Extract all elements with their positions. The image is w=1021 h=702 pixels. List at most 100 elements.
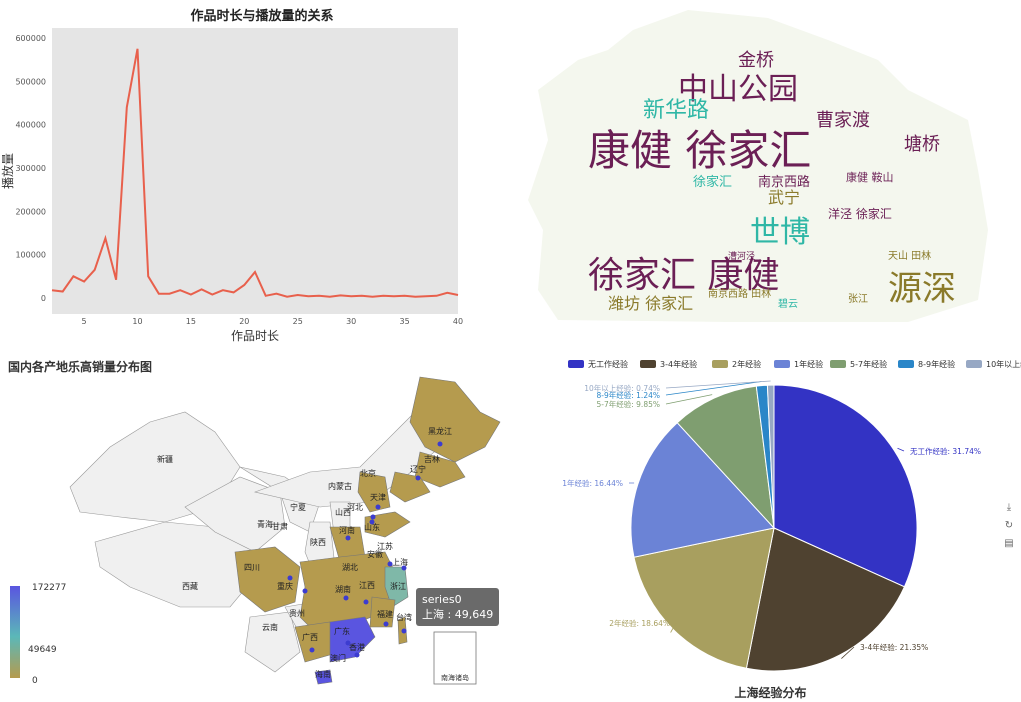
city-dot[interactable]: [354, 652, 360, 658]
cloud-word: 中山公园: [678, 72, 798, 107]
pie-slice[interactable]: [633, 527, 775, 669]
line-chart: 作品时长与播放量的关系 0 100000 200000 300000 400000 500…: [0, 8, 463, 343]
province-label: 黑龙江: [428, 426, 452, 436]
province-label: 宁夏: [290, 502, 306, 512]
y-tick-label: 0: [41, 294, 46, 303]
legend-label[interactable]: 3-4年经验: [660, 359, 697, 369]
city-dot[interactable]: [302, 588, 308, 594]
province-sichuan[interactable]: [234, 546, 301, 613]
download-icon[interactable]: ⤓: [1006, 502, 1012, 513]
label-leader: [665, 380, 771, 389]
pie-slice[interactable]: [766, 384, 775, 529]
province-qinghai[interactable]: [184, 476, 286, 553]
legend-swatch[interactable]: [712, 360, 728, 368]
pie-label: 5-7年经验: 9.85%: [597, 399, 661, 409]
province-zhejiang-shanghai[interactable]: [384, 566, 409, 608]
x-tick-label: 5: [82, 317, 87, 326]
city-dot[interactable]: [309, 647, 315, 653]
city-dot[interactable]: [387, 561, 393, 567]
cloud-word: 碧云: [778, 299, 798, 310]
province-jilin[interactable]: [414, 451, 466, 488]
province-hainan[interactable]: [314, 669, 333, 685]
legend-label[interactable]: 8-9年经验: [918, 359, 955, 369]
toolbox: ⤓ ↻ ▤: [1003, 502, 1017, 556]
legend-label[interactable]: 2年经验: [732, 359, 761, 369]
y-tick-label: 300000: [15, 164, 46, 173]
x-tick-label: 10: [132, 317, 142, 326]
city-dot[interactable]: [370, 514, 376, 520]
legend-swatch[interactable]: [898, 360, 914, 368]
city-dot[interactable]: [415, 475, 421, 481]
x-tick-label: 20: [239, 317, 249, 326]
map-title: 国内各产地乐高销量分布图: [8, 360, 153, 374]
y-tick-label: 100000: [15, 251, 46, 260]
y-tick-label: 200000: [15, 207, 46, 216]
city-dot[interactable]: [345, 535, 351, 541]
cloud-word: 洋泾 徐家汇: [828, 207, 892, 221]
pie-slice[interactable]: [630, 421, 775, 558]
city-dot[interactable]: [375, 504, 381, 510]
pie-chart: 无工作经验 3-4年经验 2年经验 1年经验 5-7年经验 8-9年经验 10年以上经验 无…: [562, 359, 1021, 672]
visualmap-bar[interactable]: [10, 586, 20, 678]
province-label: 陕西: [310, 537, 326, 547]
province-guangdong[interactable]: [329, 616, 376, 663]
legend-swatch[interactable]: [966, 360, 982, 368]
province-label: 河南: [339, 525, 355, 535]
province-label: 贵州: [289, 608, 305, 618]
city-dot[interactable]: [343, 595, 349, 601]
legend-swatch[interactable]: [774, 360, 790, 368]
city-dot[interactable]: [287, 575, 293, 581]
line-chart-title: 作品时长与播放量的关系: [190, 8, 333, 24]
city-dot[interactable]: [369, 519, 375, 525]
province-label: 吉林: [424, 454, 440, 464]
cloud-word: 南京西路 田林: [708, 289, 772, 300]
province-label: 山西: [335, 507, 351, 517]
province-label: 内蒙古: [328, 481, 352, 491]
legend-label[interactable]: 5-7年经验: [850, 359, 887, 369]
legend-label[interactable]: 1年经验: [794, 359, 823, 369]
legend-label[interactable]: 10年以上经验: [986, 359, 1021, 369]
city-dot[interactable]: [401, 565, 407, 571]
province-label: 北京: [360, 468, 376, 478]
legend-label[interactable]: 无工作经验: [588, 359, 628, 369]
label-leader: [897, 447, 905, 452]
legend-swatch[interactable]: [568, 360, 584, 368]
y-tick-label: 400000: [15, 121, 46, 130]
refresh-icon[interactable]: ↻: [1004, 520, 1014, 531]
legend-swatch[interactable]: [830, 360, 846, 368]
pie-label: 无工作经验: 31.74%: [910, 446, 981, 456]
province-hebei-beijing[interactable]: [357, 471, 391, 513]
pie-slice[interactable]: [745, 527, 906, 672]
province-heilongjiang[interactable]: [409, 376, 501, 463]
series-line: [51, 48, 459, 298]
line-chart-panel: 作品时长与播放量的关系 0 100000 200000 300000 400000 500…: [0, 0, 480, 345]
province-shandong[interactable]: [364, 511, 411, 538]
province-label: 西藏: [182, 581, 198, 591]
province-label: 新疆: [157, 454, 173, 464]
province-yunnan[interactable]: [244, 611, 301, 673]
province-label: 台湾: [396, 612, 412, 622]
tooltip-value: 上海 : 49,649: [422, 608, 494, 621]
pie-label: 3-4年经验: 21.35%: [860, 642, 928, 652]
city-dot[interactable]: [363, 599, 369, 605]
legend-swatch[interactable]: [640, 360, 656, 368]
x-tick-label: 25: [293, 317, 303, 326]
pie-label: 8-9年经验: 1.24%: [597, 390, 661, 400]
pie-slice[interactable]: [676, 385, 775, 530]
data-view-icon[interactable]: ▤: [1004, 538, 1014, 549]
x-tick-label: 35: [399, 317, 409, 326]
pie-slice[interactable]: [773, 384, 918, 588]
province-label: 青海: [257, 519, 273, 529]
city-dot[interactable]: [401, 628, 407, 634]
city-dot[interactable]: [345, 640, 351, 646]
province-label: 上海: [392, 557, 408, 567]
city-dot[interactable]: [383, 621, 389, 627]
province-fujian[interactable]: [369, 596, 396, 628]
inset-label: 南海诸岛: [441, 673, 469, 682]
city-dot[interactable]: [437, 441, 443, 447]
word-cloud-shape: [528, 10, 988, 322]
visualmap-max: 172277: [32, 583, 66, 593]
cloud-word: 康健 鞍山: [846, 171, 894, 184]
label-leader: [665, 394, 713, 405]
